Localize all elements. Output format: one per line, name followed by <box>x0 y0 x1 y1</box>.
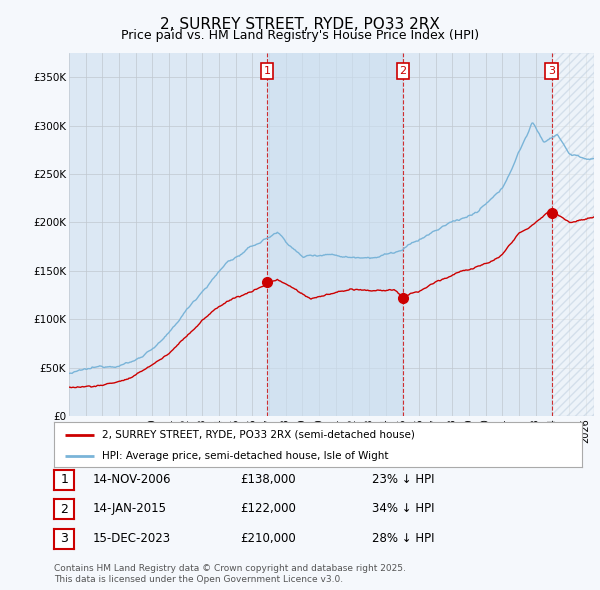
Text: £138,000: £138,000 <box>240 473 296 486</box>
Text: £210,000: £210,000 <box>240 532 296 545</box>
Text: 2, SURREY STREET, RYDE, PO33 2RX (semi-detached house): 2, SURREY STREET, RYDE, PO33 2RX (semi-d… <box>101 430 415 440</box>
Text: 1: 1 <box>60 473 68 486</box>
Text: 2, SURREY STREET, RYDE, PO33 2RX: 2, SURREY STREET, RYDE, PO33 2RX <box>160 17 440 31</box>
Text: 2: 2 <box>60 503 68 516</box>
Text: Contains HM Land Registry data © Crown copyright and database right 2025.: Contains HM Land Registry data © Crown c… <box>54 565 406 573</box>
Text: 28% ↓ HPI: 28% ↓ HPI <box>372 532 434 545</box>
Bar <box>551 53 594 416</box>
Text: £122,000: £122,000 <box>240 502 296 515</box>
Text: This data is licensed under the Open Government Licence v3.0.: This data is licensed under the Open Gov… <box>54 575 343 584</box>
Text: 3: 3 <box>60 532 68 545</box>
Text: Price paid vs. HM Land Registry's House Price Index (HPI): Price paid vs. HM Land Registry's House … <box>121 30 479 42</box>
Text: 15-DEC-2023: 15-DEC-2023 <box>93 532 171 545</box>
Text: 2: 2 <box>400 66 407 76</box>
Bar <box>267 53 403 416</box>
Text: 23% ↓ HPI: 23% ↓ HPI <box>372 473 434 486</box>
Text: 1: 1 <box>263 66 271 76</box>
Text: 14-JAN-2015: 14-JAN-2015 <box>93 502 167 515</box>
Text: 34% ↓ HPI: 34% ↓ HPI <box>372 502 434 515</box>
Text: HPI: Average price, semi-detached house, Isle of Wight: HPI: Average price, semi-detached house,… <box>101 451 388 461</box>
Text: 3: 3 <box>548 66 555 76</box>
Text: 14-NOV-2006: 14-NOV-2006 <box>93 473 172 486</box>
